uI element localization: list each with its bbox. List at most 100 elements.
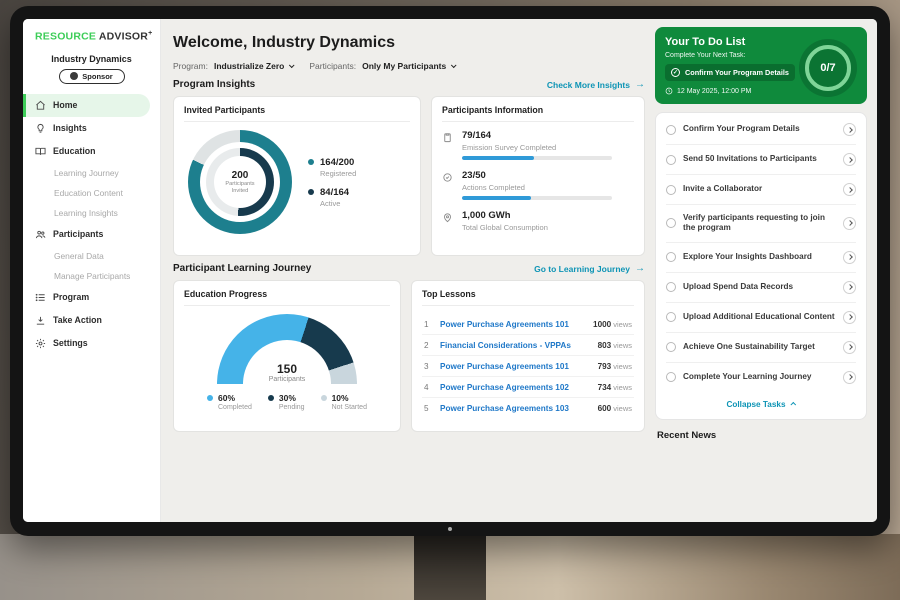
task-row-send-invitations[interactable]: Send 50 Invitations to Participants xyxy=(666,145,856,175)
task-label: Achieve One Sustainability Target xyxy=(683,341,815,351)
go-to-learning-journey-link[interactable]: Go to Learning Journey → xyxy=(534,262,645,274)
chevron-right-icon[interactable] xyxy=(843,280,856,294)
stat-label: Emission Survey Completed xyxy=(462,143,557,152)
todo-title: Your To Do List xyxy=(665,36,746,48)
lesson-link[interactable]: Financial Considerations - VPPAs xyxy=(440,340,571,350)
task-row-confirm-program[interactable]: Confirm Your Program Details xyxy=(666,115,856,145)
todo-due: 12 May 2025, 12:00 PM xyxy=(665,87,857,95)
todo-panel: Your To Do List Complete Your Next Task:… xyxy=(655,27,867,522)
sidebar-item-label: Settings xyxy=(53,338,88,348)
task-row-invite-collaborator[interactable]: Invite a Collaborator xyxy=(666,175,856,205)
task-checkbox[interactable] xyxy=(666,282,676,292)
legend-label: Registered xyxy=(320,168,357,178)
lesson-row: 3 Power Purchase Agreements 101 793 views xyxy=(422,356,634,377)
gear-icon xyxy=(35,338,46,349)
task-row-complete-learning-journey[interactable]: Complete Your Learning Journey xyxy=(666,363,856,392)
todo-next-task[interactable]: ✓ Confirm Your Program Details xyxy=(665,64,795,81)
stat-value: 79/164 xyxy=(462,130,492,141)
lesson-rank: 5 xyxy=(424,403,429,413)
task-label: Explore Your Insights Dashboard xyxy=(683,251,812,261)
task-label: Confirm Your Program Details xyxy=(683,124,800,134)
chevron-right-icon[interactable] xyxy=(843,370,856,384)
todo-next-task-label: Confirm Your Program Details xyxy=(685,68,789,77)
card-title: Invited Participants xyxy=(184,105,410,122)
learning-journey-cards: Education Progress 150 Participants xyxy=(173,280,645,432)
link-label: Check More Insights xyxy=(546,79,630,90)
recent-news-title: Recent News xyxy=(657,429,717,441)
learning-journey-header: Participant Learning Journey Go to Learn… xyxy=(173,263,645,274)
sidebar-item-general-data[interactable]: General Data xyxy=(23,246,160,266)
chevron-right-icon[interactable] xyxy=(843,153,856,166)
sidebar-item-take-action[interactable]: Take Action xyxy=(23,309,160,332)
task-row-achieve-target[interactable]: Achieve One Sustainability Target xyxy=(666,333,856,363)
lesson-link[interactable]: Power Purchase Agreements 101 xyxy=(440,319,569,329)
power-led xyxy=(448,527,452,531)
main-content: Welcome, Industry Dynamics Program: Indu… xyxy=(173,27,645,522)
task-checkbox[interactable] xyxy=(666,154,676,165)
sidebar-item-settings[interactable]: Settings xyxy=(23,332,160,355)
sidebar-item-program[interactable]: Program xyxy=(23,286,160,309)
legend-label: Pending xyxy=(278,404,305,411)
target-icon xyxy=(442,172,454,200)
lesson-views: 1000 xyxy=(593,319,612,329)
legend-value: 60% xyxy=(218,393,236,403)
sidebar-item-home[interactable]: Home xyxy=(23,93,150,117)
todo-subtitle: Complete Your Next Task: xyxy=(665,52,746,59)
lesson-views: 734 xyxy=(597,382,612,392)
chevron-right-icon[interactable] xyxy=(843,183,856,196)
task-checkbox[interactable] xyxy=(666,372,676,382)
sidebar-item-label: Learning Insights xyxy=(54,207,118,218)
top-lessons-card: Top Lessons 1 Power Purchase Agreements … xyxy=(411,280,645,432)
chevron-right-icon[interactable] xyxy=(843,340,856,354)
task-row-upload-spend-data[interactable]: Upload Spend Data Records xyxy=(666,273,856,303)
task-row-verify-participants[interactable]: Verify participants requesting to join t… xyxy=(666,205,856,243)
lesson-link[interactable]: Power Purchase Agreements 102 xyxy=(440,382,569,392)
sidebar-item-education[interactable]: Education xyxy=(23,140,160,163)
sidebar-item-label: Take Action xyxy=(53,315,102,325)
task-checkbox[interactable] xyxy=(666,218,676,229)
sidebar-item-education-content[interactable]: Education Content xyxy=(23,183,160,203)
chevron-right-icon[interactable] xyxy=(843,250,856,264)
sidebar-item-learning-journey[interactable]: Learning Journey xyxy=(23,163,160,183)
sidebar-item-label: General Data xyxy=(54,250,104,261)
program-filter-dropdown[interactable]: Industrialize Zero xyxy=(214,61,295,71)
chevron-right-icon[interactable] xyxy=(843,123,856,136)
task-row-explore-insights[interactable]: Explore Your Insights Dashboard xyxy=(666,243,856,273)
chevron-right-icon[interactable] xyxy=(843,216,856,230)
donut-center-value: 200 xyxy=(231,169,249,181)
lesson-link[interactable]: Power Purchase Agreements 101 xyxy=(440,361,569,371)
task-checkbox[interactable] xyxy=(666,124,676,135)
check-more-insights-link[interactable]: Check More Insights → xyxy=(546,79,645,90)
task-checkbox[interactable] xyxy=(666,184,676,195)
lesson-link[interactable]: Power Purchase Agreements 103 xyxy=(440,403,569,413)
chevron-right-icon[interactable] xyxy=(843,310,856,324)
task-label: Upload Additional Educational Content xyxy=(683,311,835,321)
progress-fill xyxy=(462,196,531,200)
task-row-upload-educational-content[interactable]: Upload Additional Educational Content xyxy=(666,303,856,333)
arrow-right-icon: → xyxy=(635,262,645,274)
sponsor-badge: Sponsor xyxy=(58,68,125,84)
lesson-rank: 2 xyxy=(424,340,429,350)
sidebar-item-participants[interactable]: Participants xyxy=(23,223,160,246)
stat-label: Actions Completed xyxy=(462,183,525,192)
legend-dot xyxy=(207,395,213,401)
check-circle-icon: ✓ xyxy=(671,68,680,77)
sidebar-item-label: Participants xyxy=(53,229,104,239)
participants-filter-dropdown[interactable]: Only My Participants xyxy=(362,61,457,71)
task-checkbox[interactable] xyxy=(666,312,676,322)
stat-emission-survey: 79/164 Emission Survey Completed xyxy=(442,130,634,160)
program-insights-cards: Invited Participants 200 Participants In… xyxy=(173,96,645,256)
collapse-tasks-link[interactable]: Collapse Tasks xyxy=(666,392,856,417)
sidebar-item-manage-participants[interactable]: Manage Participants xyxy=(23,266,160,286)
task-checkbox[interactable] xyxy=(666,252,676,262)
chevron-down-icon xyxy=(451,62,457,69)
chevron-down-icon xyxy=(289,62,295,69)
sidebar-item-learning-insights[interactable]: Learning Insights xyxy=(23,203,160,223)
lesson-row: 4 Power Purchase Agreements 102 734 views xyxy=(422,377,634,398)
sponsor-icon xyxy=(70,72,79,80)
sidebar-item-label: Manage Participants xyxy=(54,270,131,281)
sidebar-item-insights[interactable]: Insights xyxy=(23,117,160,140)
progress-fill xyxy=(462,156,534,160)
task-checkbox[interactable] xyxy=(666,342,676,352)
